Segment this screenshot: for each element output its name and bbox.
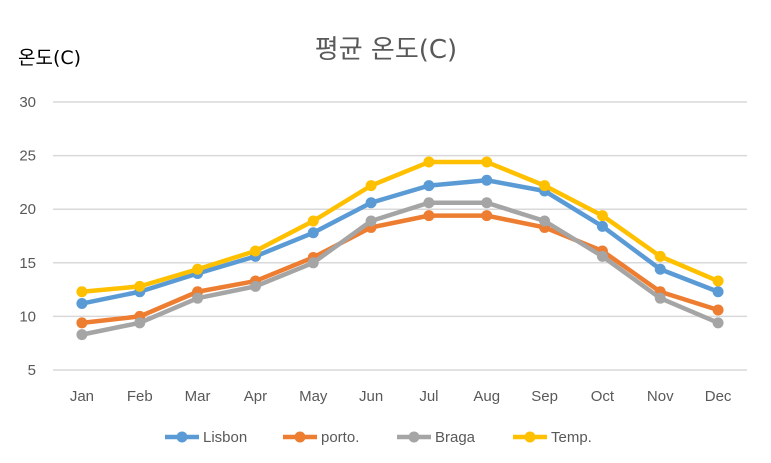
data-point [712,317,724,329]
data-point [712,286,724,298]
legend-label: porto. [321,429,359,446]
x-tick-label: Oct [591,388,615,405]
legend-item: Lisbon [165,429,247,446]
y-tick-label: 10 [19,308,36,325]
x-tick-label: May [299,388,328,405]
data-point [654,250,666,262]
data-point [481,210,493,222]
legend-label: Temp. [551,429,592,446]
data-point [423,156,435,168]
y-tick-label: 5 [28,362,36,379]
data-point [539,180,551,192]
x-tick-label: Nov [647,388,674,405]
data-point [596,250,608,262]
data-point [654,292,666,304]
x-tick-label: Jan [70,388,94,405]
data-point [365,197,377,209]
series-lisbon [76,174,724,310]
data-point [423,180,435,192]
data-point [596,210,608,222]
data-point [192,292,204,304]
data-point [76,298,88,310]
chart-title: 평균 온도(C) [315,35,457,65]
data-point [539,215,551,227]
legend-marker-icon [176,431,188,443]
data-point [423,210,435,222]
legend-marker-icon [408,431,420,443]
y-tick-label: 30 [19,94,36,111]
y-tick-label: 25 [19,148,36,165]
x-tick-label: Feb [127,388,153,405]
series-line [81,178,719,306]
data-point [712,275,724,287]
series-temp [76,156,724,298]
legend-item: porto. [283,429,359,446]
data-point [192,263,204,275]
data-point [365,215,377,227]
data-point [134,317,146,329]
series-line [81,213,719,326]
x-tick-label: Apr [244,388,267,405]
y-tick-label: 15 [19,255,36,272]
legend-marker-icon [524,431,536,443]
data-point [249,245,261,257]
data-point [76,329,88,341]
legend-item: Braga [397,429,476,446]
data-point [712,304,724,316]
legend-marker-icon [294,431,306,443]
series-line [81,200,719,337]
x-tick-label: Dec [705,388,732,405]
data-point [654,263,666,275]
data-point [307,257,319,269]
data-point [134,280,146,292]
x-tick-label: Mar [185,388,211,405]
data-point [596,220,608,232]
y-axis-label: 온도(C) [18,47,81,69]
x-tick-label: Sep [531,388,558,405]
data-point [249,280,261,292]
data-point [307,227,319,239]
legend-label: Lisbon [203,429,247,446]
legend-label: Braga [435,429,476,446]
x-tick-label: Jun [359,388,383,405]
data-point [76,286,88,298]
data-point [307,215,319,227]
data-point [423,197,435,209]
series-line [81,159,719,294]
legend-item: Temp. [513,429,592,446]
x-tick-label: Jul [419,388,438,405]
data-point [76,317,88,329]
y-tick-label: 20 [19,201,36,218]
data-point [481,156,493,168]
data-point [481,197,493,209]
data-point [481,174,493,186]
x-tick-label: Aug [473,388,500,405]
series-braga [76,197,724,341]
data-point [365,180,377,192]
